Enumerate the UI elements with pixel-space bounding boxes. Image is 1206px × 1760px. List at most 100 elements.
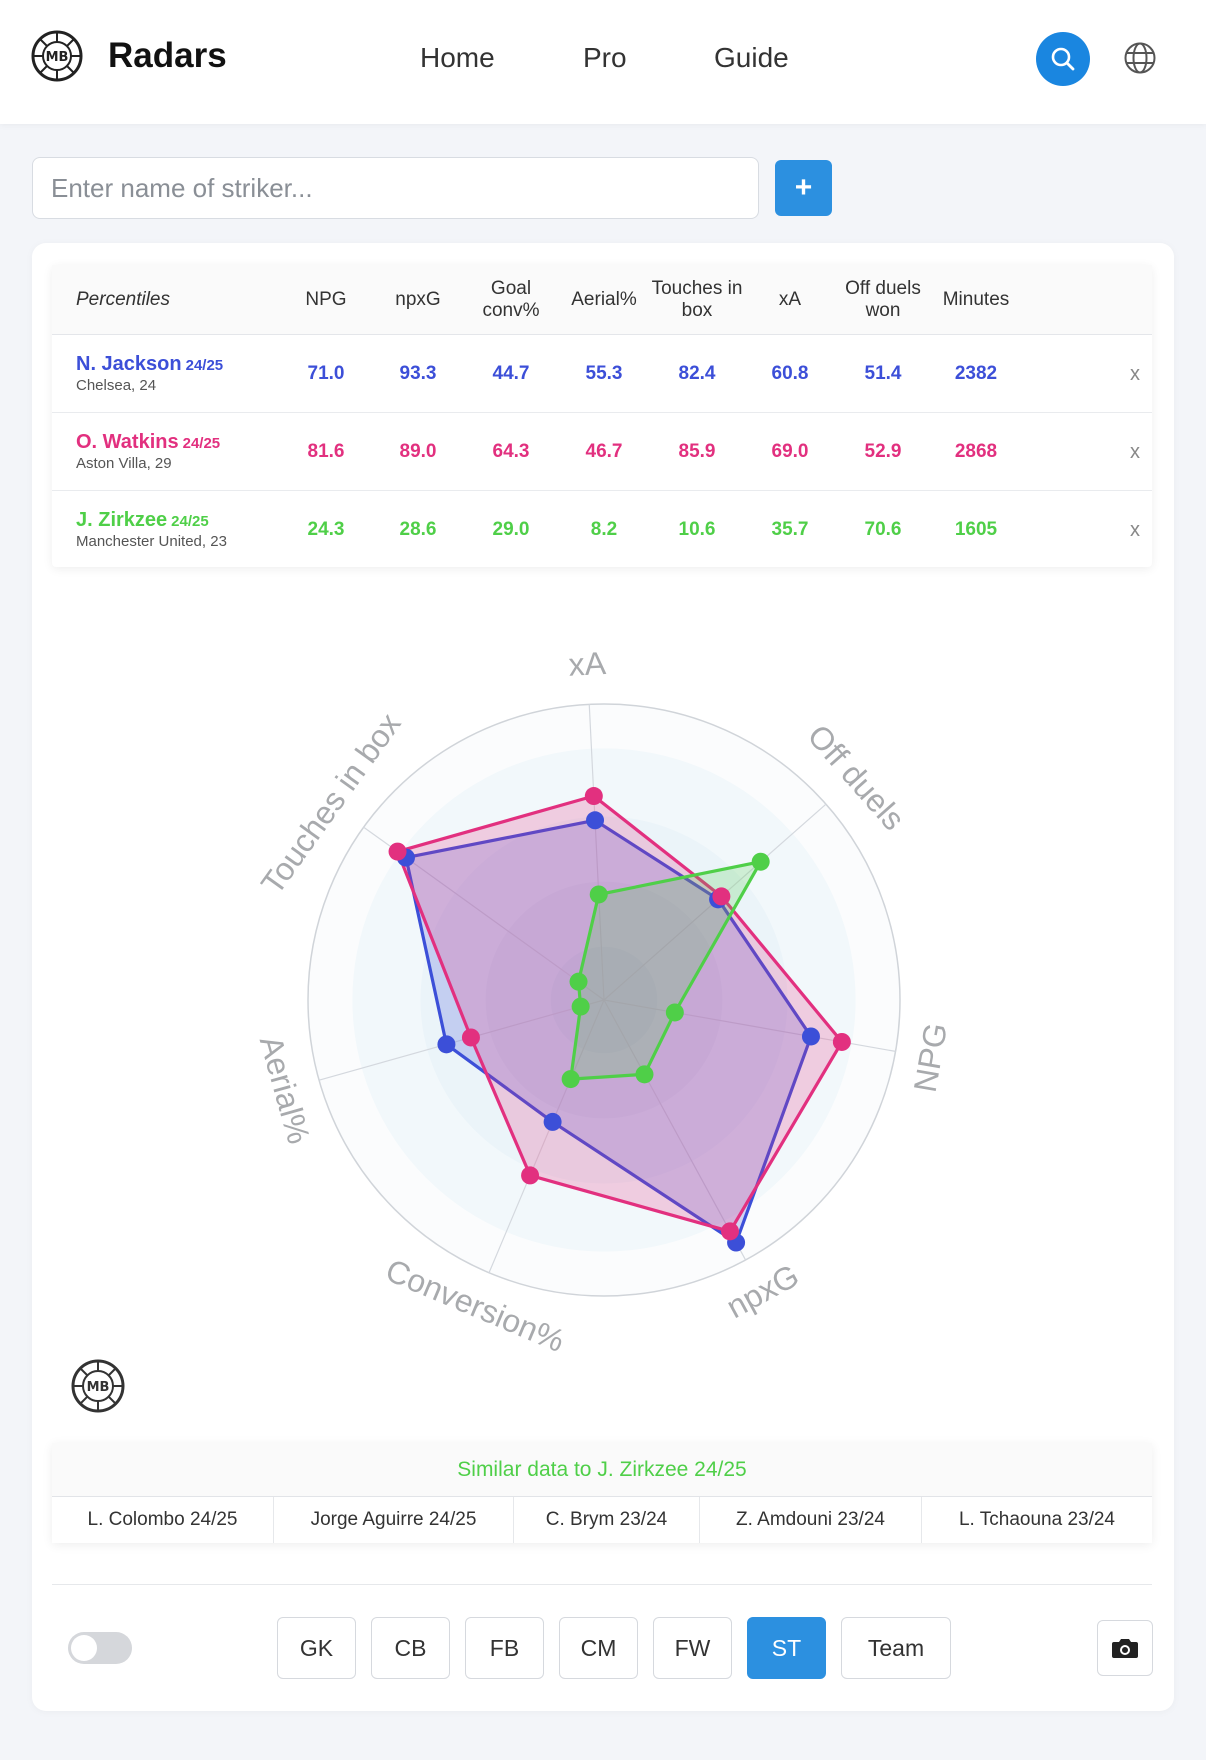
value-aerial: 8.2 — [590, 519, 618, 540]
header-touches-in-box[interactable]: Touches in box — [651, 278, 743, 321]
radar-point — [801, 1027, 820, 1046]
radar-point — [437, 1035, 456, 1054]
striker-search-input[interactable] — [32, 157, 759, 219]
player-team: Chelsea, 24 — [76, 377, 157, 394]
table-row: N. Jackson 24/25 Chelsea, 24 71.0 93.3 44… — [52, 335, 1152, 413]
value-npxg: 28.6 — [399, 519, 437, 540]
value-npg: 81.6 — [307, 441, 345, 462]
mb-watermark-icon: MB — [71, 1359, 125, 1413]
radar-point — [712, 887, 731, 906]
globe-icon[interactable] — [1123, 41, 1157, 75]
similar-title: Similar data to J. Zirkzee 24/25 — [52, 1443, 1152, 1497]
value-npxg: 93.3 — [399, 363, 437, 384]
value-touches: 85.9 — [678, 441, 716, 462]
similar-player[interactable]: Jorge Aguirre 24/25 — [274, 1497, 514, 1543]
position-st-button[interactable]: ST — [747, 1617, 826, 1679]
player-name: O. Watkins 24/25 — [76, 431, 221, 453]
header-goal-conv[interactable]: Goal conv% — [482, 278, 540, 321]
value-off-duels: 70.6 — [864, 519, 902, 540]
radar-point — [543, 1112, 562, 1131]
radar-point — [571, 997, 590, 1016]
value-off-duels: 51.4 — [864, 363, 902, 384]
position-cb-button[interactable]: CB — [371, 1617, 450, 1679]
radar-point — [388, 842, 407, 861]
position-gk-button[interactable]: GK — [277, 1617, 356, 1679]
similar-players-panel: Similar data to J. Zirkzee 24/25 L. Colo… — [52, 1443, 1152, 1543]
header-minutes[interactable]: Minutes — [942, 289, 1010, 310]
radar-point — [569, 972, 588, 991]
position-fb-button[interactable]: FB — [465, 1617, 544, 1679]
value-npxg: 89.0 — [399, 441, 437, 462]
radar-series-3 — [569, 860, 763, 1081]
nav-pro[interactable]: Pro — [583, 42, 627, 73]
value-goal-conv: 29.0 — [492, 519, 530, 540]
remove-player-button[interactable]: x — [1130, 440, 1140, 463]
nav-home[interactable]: Home — [420, 42, 495, 73]
value-npg: 24.3 — [307, 519, 345, 540]
top-bar: MB Radars Home Pro Guide — [0, 0, 1206, 124]
divider — [52, 1584, 1152, 1585]
toggle-switch[interactable] — [68, 1632, 132, 1664]
radar-point — [832, 1032, 851, 1051]
radar-point — [584, 787, 603, 806]
value-xa: 69.0 — [771, 441, 809, 462]
brand-title[interactable]: Radars — [108, 36, 227, 75]
similar-player[interactable]: L. Tchaouna 23/24 — [958, 1509, 1115, 1530]
header-npxg[interactable]: npxG — [395, 289, 441, 310]
team-button[interactable]: Team — [841, 1617, 951, 1679]
position-cm-button[interactable]: CM — [559, 1617, 638, 1679]
table-row: J. Zirkzee 24/25 Manchester United, 23 24… — [52, 491, 1152, 569]
value-goal-conv: 64.3 — [492, 441, 530, 462]
table-row: O. Watkins 24/25 Aston Villa, 29 81.6 89.… — [52, 413, 1152, 491]
toggle-knob — [71, 1635, 97, 1661]
svg-text:MB: MB — [46, 50, 69, 65]
header-xa[interactable]: xA — [778, 289, 802, 310]
position-fw-button[interactable]: FW — [653, 1617, 732, 1679]
radar-point — [635, 1065, 654, 1084]
radar-point — [461, 1028, 480, 1047]
radar-axis-label: xA — [568, 645, 608, 683]
svg-text:MB: MB — [87, 1380, 110, 1395]
radar-spoke — [603, 999, 747, 1261]
radar-series-1 — [404, 818, 813, 1245]
similar-player[interactable]: C. Brym 23/24 — [514, 1497, 700, 1543]
radar-axis-label: NPG — [907, 1020, 954, 1095]
table-header: Percentiles NPG npxG Goal conv% Aerial% … — [52, 265, 1152, 335]
header-percentiles: Percentiles — [76, 289, 170, 310]
player-name: J. Zirkzee 24/25 — [76, 509, 209, 531]
mb-logo-icon[interactable]: MB — [30, 29, 84, 83]
value-xa: 60.8 — [771, 363, 809, 384]
radar-point — [586, 811, 605, 830]
remove-player-button[interactable]: x — [1130, 362, 1140, 385]
radar-series-2 — [396, 794, 844, 1234]
radar-point — [521, 1166, 540, 1185]
search-icon — [1051, 47, 1075, 71]
radar-spoke — [318, 999, 605, 1081]
header-aerial[interactable]: Aerial% — [571, 289, 637, 310]
add-player-button[interactable]: + — [775, 160, 832, 216]
value-touches: 82.4 — [678, 363, 716, 384]
radar-spoke — [588, 704, 605, 1001]
header-npg[interactable]: NPG — [305, 289, 347, 310]
search-button[interactable] — [1036, 32, 1090, 86]
similar-player[interactable]: Z. Amdouni 23/24 — [700, 1497, 922, 1543]
value-off-duels: 52.9 — [864, 441, 902, 462]
player-team: Aston Villa, 29 — [76, 455, 172, 472]
radar-point — [720, 1222, 739, 1241]
radar-point — [751, 852, 770, 871]
value-xa: 35.7 — [771, 519, 809, 540]
similar-player[interactable]: L. Colombo 24/25 — [52, 1497, 274, 1543]
player-name: N. Jackson 24/25 — [76, 353, 224, 375]
header-off-duels-won[interactable]: Off duels won — [845, 278, 921, 321]
remove-player-button[interactable]: x — [1130, 518, 1140, 541]
radar-point — [665, 1003, 684, 1022]
value-aerial: 46.7 — [585, 441, 623, 462]
radar-point — [589, 885, 608, 904]
value-goal-conv: 44.7 — [492, 363, 530, 384]
radar-point — [561, 1070, 580, 1089]
screenshot-button[interactable] — [1097, 1620, 1153, 1676]
nav-guide[interactable]: Guide — [714, 42, 789, 73]
value-touches: 10.6 — [678, 519, 716, 540]
value-minutes: 2382 — [954, 363, 998, 384]
